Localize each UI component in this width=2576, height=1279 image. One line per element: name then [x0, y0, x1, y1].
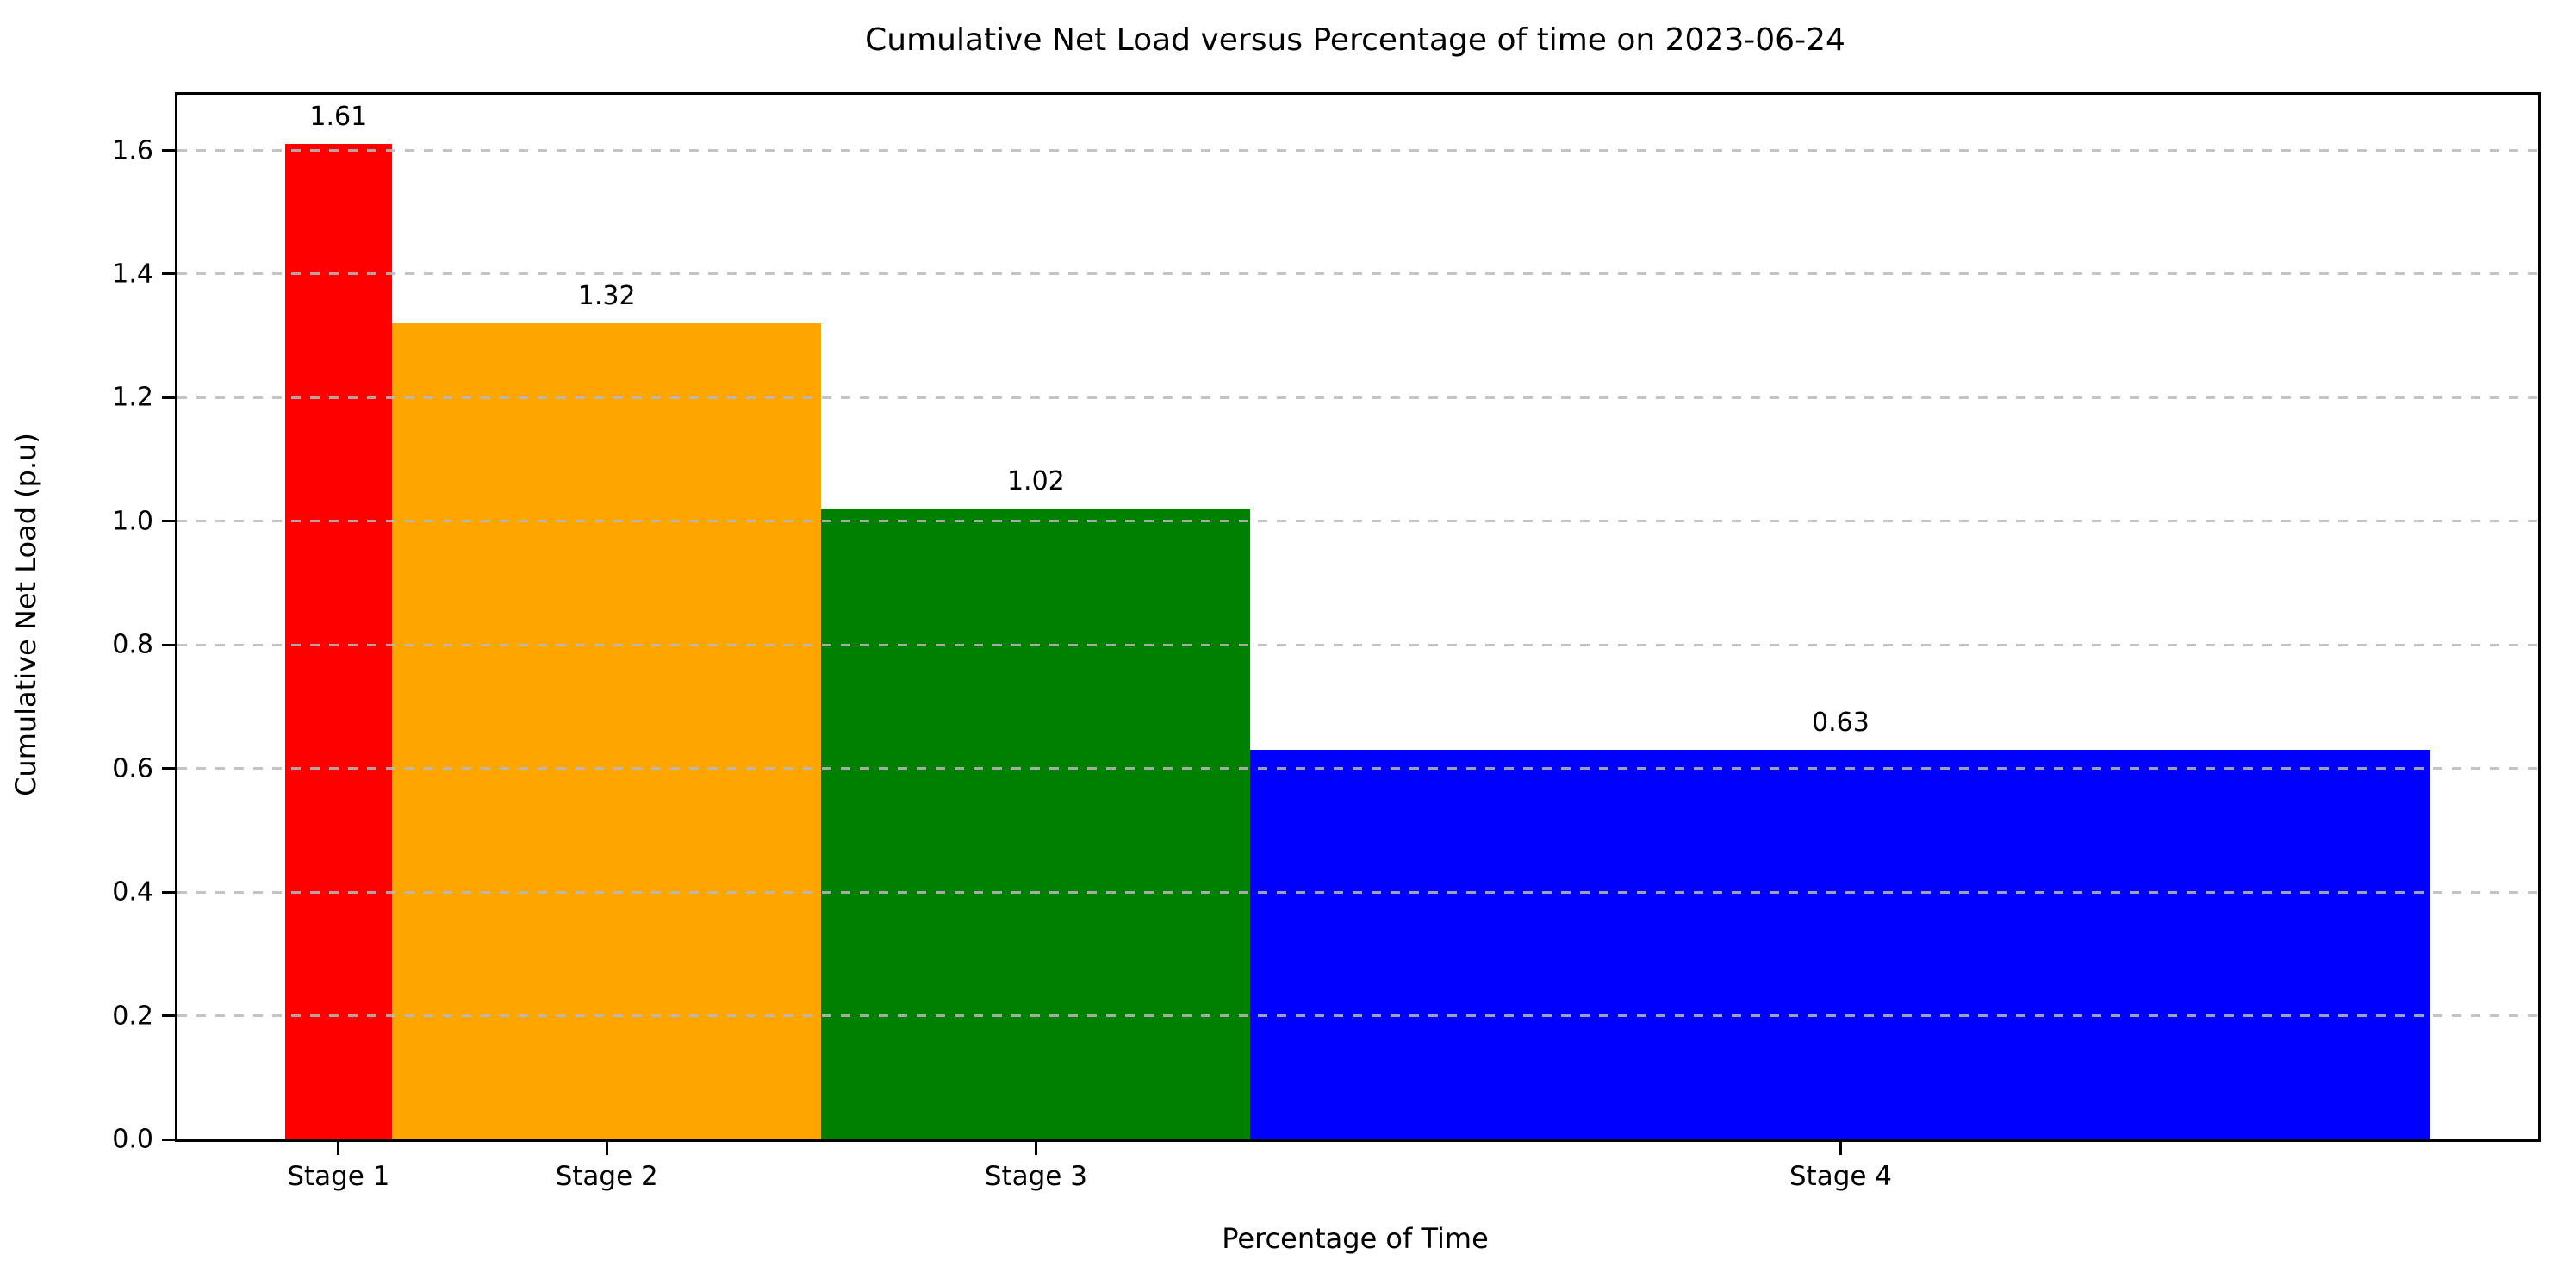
- gridline: [177, 149, 2538, 153]
- gridline: [177, 272, 2538, 276]
- y-axis-tick: [162, 396, 175, 399]
- x-axis-label: Percentage of Time: [1222, 1222, 1489, 1255]
- y-axis-tick: [162, 1014, 175, 1018]
- y-axis-tick-label: 1.6: [112, 135, 153, 166]
- y-axis-tick: [162, 272, 175, 276]
- bar-stage-2: [392, 323, 822, 1139]
- y-axis-tick: [162, 643, 175, 646]
- y-axis-tick-label: 1.4: [112, 259, 153, 290]
- bar-value-label: 0.63: [1812, 708, 1870, 739]
- y-axis-tick: [162, 890, 175, 894]
- x-axis-tick-label: Stage 3: [984, 1161, 1087, 1192]
- y-axis-tick: [162, 520, 175, 523]
- y-axis-tick: [162, 149, 175, 153]
- y-axis-tick-label: 0.4: [112, 877, 153, 908]
- x-axis-tick-label: Stage 1: [287, 1161, 390, 1192]
- x-axis-tick-label: Stage 4: [1789, 1161, 1893, 1192]
- bar-value-label: 1.32: [577, 281, 636, 312]
- plot-area: [175, 92, 2541, 1142]
- y-axis-tick-label: 0.2: [112, 1001, 153, 1032]
- x-axis-tick: [1839, 1142, 1842, 1155]
- x-axis-tick: [1034, 1142, 1037, 1155]
- x-axis-tick-label: Stage 2: [555, 1161, 658, 1192]
- y-axis-tick: [162, 767, 175, 771]
- x-axis-tick: [605, 1142, 608, 1155]
- chart-title: Cumulative Net Load versus Percentage of…: [865, 22, 1845, 58]
- bar-stage-1: [284, 144, 393, 1139]
- y-axis-tick: [162, 1138, 175, 1141]
- y-axis-tick-label: 0.6: [112, 753, 153, 784]
- y-axis-tick-label: 0.8: [112, 629, 153, 660]
- bar-stage-3: [821, 508, 1251, 1139]
- bar-stage-4: [1250, 750, 2431, 1139]
- y-axis-tick-label: 1.0: [112, 506, 153, 537]
- y-axis-tick-label: 1.2: [112, 382, 153, 413]
- y-axis-tick-label: 0.0: [112, 1124, 153, 1155]
- bar-value-label: 1.02: [1006, 466, 1065, 497]
- x-axis-tick: [337, 1142, 340, 1155]
- bar-value-label: 1.61: [309, 102, 368, 133]
- y-axis-label: Cumulative Net Load (p.u): [9, 433, 42, 796]
